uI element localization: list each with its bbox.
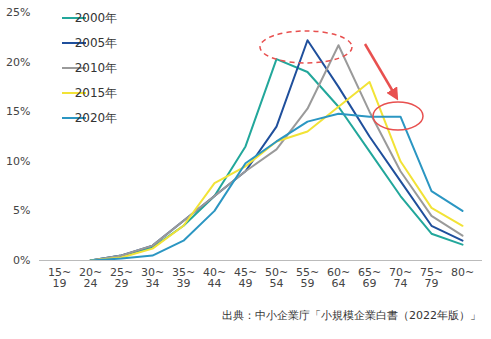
html-text:出典：中小企業庁「小規模企業白書（2022年版）」: 出典：中小企業庁「小規模企業白書（2022年版）」: [222, 309, 481, 322]
svg-text:2000年: 2000年: [75, 11, 118, 25]
svg-text:20%: 20%: [6, 56, 30, 69]
svg-text:45~49: 45~49: [234, 266, 257, 290]
svg-text:65~69: 65~69: [358, 266, 381, 290]
svg-text:20~24: 20~24: [79, 266, 102, 290]
svg-text:55~59: 55~59: [296, 266, 319, 290]
svg-text:30~34: 30~34: [141, 266, 164, 290]
svg-text:2015年: 2015年: [75, 86, 118, 100]
svg-text:15~19: 15~19: [48, 266, 71, 290]
svg-text:75~79: 75~79: [420, 266, 443, 290]
svg-text:2010年: 2010年: [75, 61, 118, 75]
svg-text:40~44: 40~44: [203, 266, 226, 290]
svg-text:35~39: 35~39: [172, 266, 195, 290]
svg-text:50~54: 50~54: [265, 266, 288, 290]
svg-text:2005年: 2005年: [75, 36, 118, 50]
svg-text:60~64: 60~64: [327, 266, 350, 290]
svg-text:2020年: 2020年: [75, 111, 118, 125]
svg-text:5%: 5%: [13, 204, 30, 217]
svg-text:80~: 80~: [451, 266, 474, 279]
svg-text:10%: 10%: [6, 155, 30, 168]
svg-text:25%: 25%: [6, 6, 30, 19]
svg-text:15%: 15%: [6, 105, 30, 118]
svg-text:25~29: 25~29: [110, 266, 133, 290]
svg-text:70~74: 70~74: [389, 266, 412, 290]
svg-text:0%: 0%: [13, 254, 30, 267]
